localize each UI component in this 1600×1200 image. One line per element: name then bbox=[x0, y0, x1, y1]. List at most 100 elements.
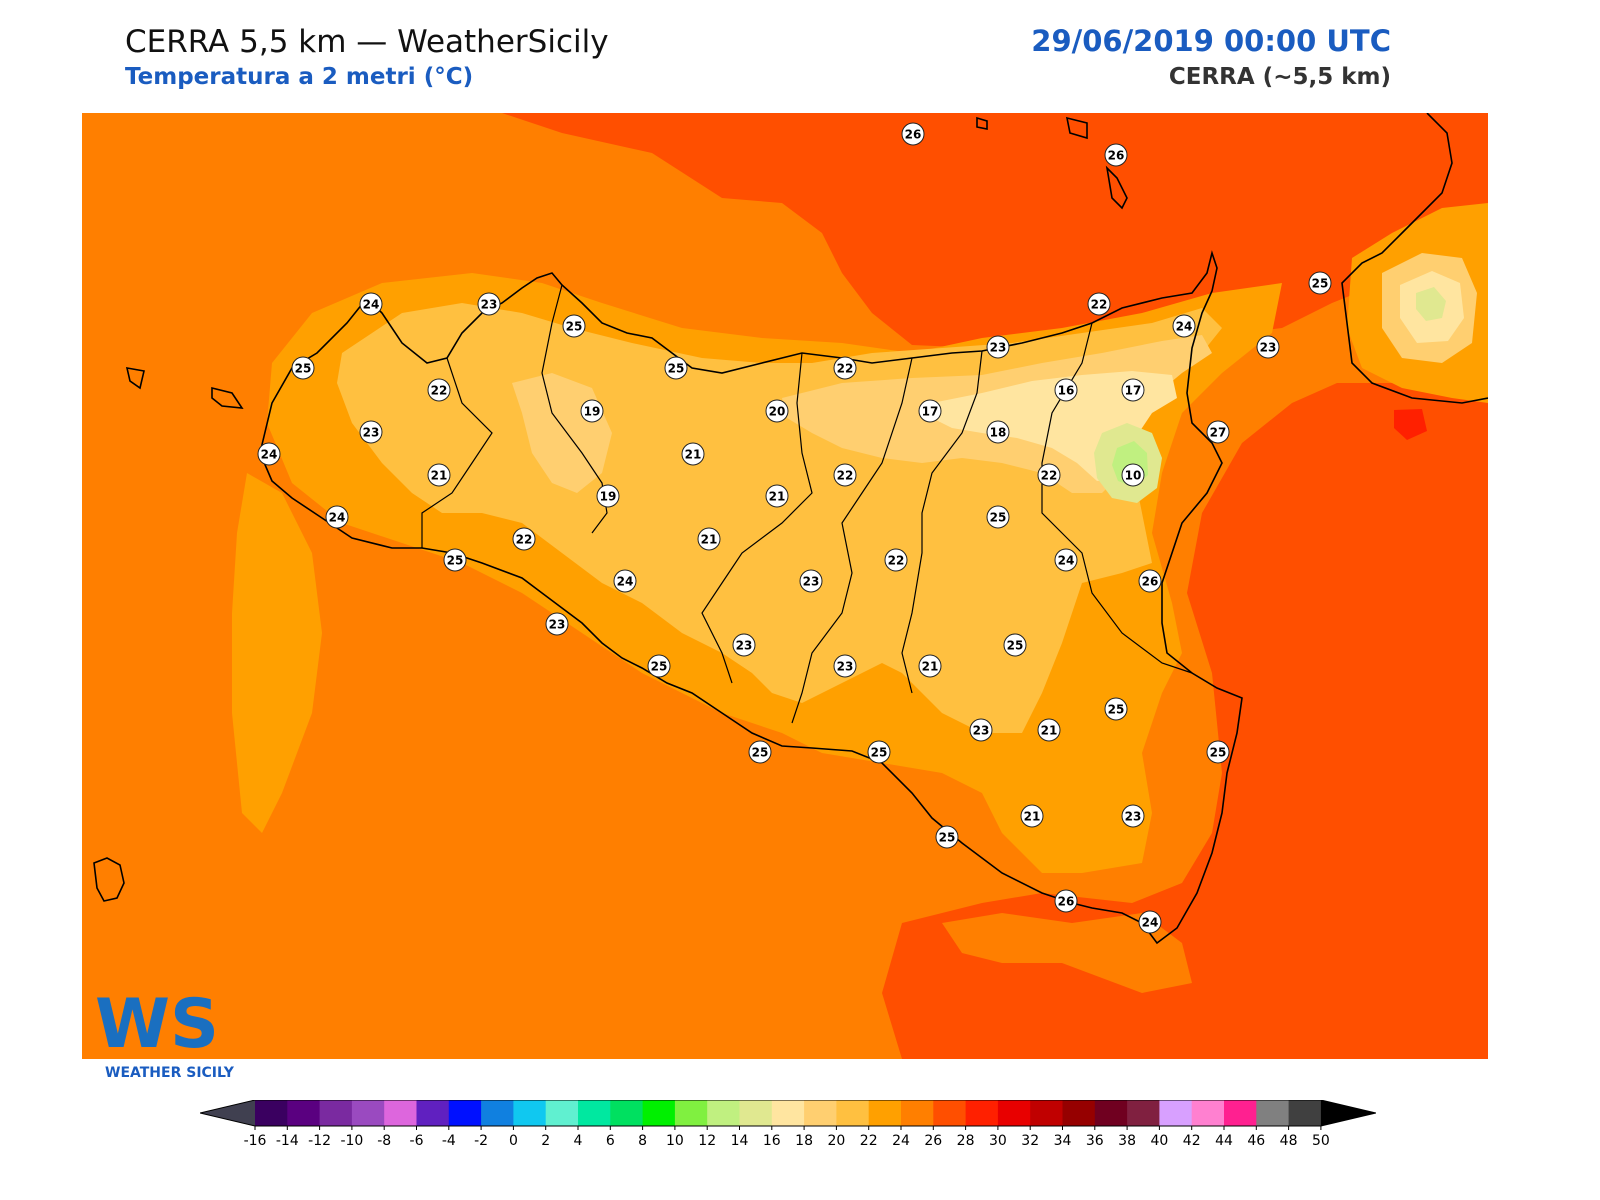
station-marker bbox=[986, 505, 1010, 529]
station-marker bbox=[613, 569, 637, 593]
station-value: 21 bbox=[431, 469, 448, 483]
station-marker bbox=[918, 399, 942, 423]
station-marker bbox=[1054, 378, 1078, 402]
colorbar-tick-label: 18 bbox=[795, 1133, 813, 1149]
station-marker bbox=[1308, 271, 1332, 295]
station-marker bbox=[681, 442, 705, 466]
station-alcamo: 23 bbox=[359, 420, 383, 444]
station-value: 25 bbox=[447, 554, 464, 568]
colorbar-tick-label: -10 bbox=[340, 1133, 363, 1149]
station-value: 21 bbox=[769, 490, 786, 504]
station-mazara: 24 bbox=[325, 505, 349, 529]
station-value: 17 bbox=[1125, 384, 1142, 398]
colorbar-under-arrow bbox=[200, 1100, 255, 1126]
station-value: 24 bbox=[1176, 320, 1193, 334]
egadi-island-2 bbox=[211, 386, 244, 409]
station-value: 24 bbox=[617, 575, 634, 589]
lipari-island bbox=[1065, 116, 1088, 140]
station-value: 21 bbox=[922, 660, 939, 674]
sea-band-west bbox=[232, 473, 322, 833]
station-marker bbox=[1206, 740, 1230, 764]
station-value: 25 bbox=[295, 362, 312, 376]
station-salemi: 21 bbox=[427, 463, 451, 487]
station-value: 24 bbox=[329, 511, 346, 525]
station-marker bbox=[580, 399, 604, 423]
station-value: 22 bbox=[516, 533, 533, 547]
station-marker bbox=[257, 442, 281, 466]
colorbar-tick-label: 2 bbox=[541, 1133, 550, 1149]
station-licata: 25 bbox=[748, 740, 772, 764]
station-marsala: 24 bbox=[257, 442, 281, 466]
station-bivona: 24 bbox=[613, 569, 637, 593]
station-value: 19 bbox=[584, 405, 601, 419]
station-gela: 25 bbox=[867, 740, 891, 764]
station-value: 26 bbox=[1108, 149, 1125, 163]
station-marker bbox=[732, 633, 756, 657]
station-niscemi: 23 bbox=[969, 718, 993, 742]
colorbar-swatch bbox=[771, 1100, 805, 1126]
station-marker bbox=[1121, 804, 1145, 828]
station-value: 22 bbox=[1091, 298, 1108, 312]
station-cefalu: 22 bbox=[833, 356, 857, 380]
colorbar-tick-label: -2 bbox=[474, 1133, 488, 1149]
colorbar-over-arrow bbox=[1320, 1100, 1376, 1126]
colorbar-tick-label: 6 bbox=[606, 1133, 615, 1149]
station-value: 23 bbox=[363, 426, 380, 440]
station-values: 26 26 24 23 25 25 22 25 19 22 20 23 22 24 25 23 23 24 21 21… bbox=[257, 122, 1332, 934]
station-marker bbox=[664, 356, 688, 380]
station-value: 21 bbox=[1024, 810, 1041, 824]
colorbar-swatch bbox=[804, 1100, 837, 1126]
pantelleria-island bbox=[93, 857, 125, 902]
colorbar-swatch bbox=[1127, 1100, 1160, 1126]
station-marker bbox=[986, 335, 1010, 359]
station-catania: 26 bbox=[1138, 569, 1162, 593]
station-value: 25 bbox=[752, 746, 769, 760]
station-adrano: 22 bbox=[1037, 463, 1061, 487]
colorbar-tick-label: 22 bbox=[860, 1133, 878, 1149]
station-value: 23 bbox=[990, 341, 1007, 355]
colorbar-tick-label: -4 bbox=[442, 1133, 456, 1149]
colorbar-swatch bbox=[513, 1100, 547, 1126]
station-marker bbox=[1121, 463, 1145, 487]
station-value: 25 bbox=[1007, 639, 1024, 653]
colorbar-tick-label: 38 bbox=[1118, 1133, 1136, 1149]
colorbar-tick-label: 20 bbox=[827, 1133, 845, 1149]
colorbar-swatch bbox=[868, 1100, 902, 1126]
colorbar-tick-label: 40 bbox=[1150, 1133, 1168, 1149]
station-marker bbox=[1256, 335, 1280, 359]
colorbar-tick-label: -6 bbox=[410, 1133, 424, 1149]
station-marker bbox=[427, 463, 451, 487]
station-marker bbox=[833, 654, 857, 678]
station-value: 21 bbox=[1041, 724, 1058, 738]
station-value: 26 bbox=[1058, 895, 1075, 909]
station-trapani: 25 bbox=[291, 356, 315, 380]
colorbar-swatch bbox=[545, 1100, 579, 1126]
sicily-coast bbox=[259, 250, 1243, 945]
colorbar-swatch bbox=[997, 1100, 1031, 1126]
station-pachino: 26 bbox=[1054, 889, 1078, 913]
station-value: 21 bbox=[685, 448, 702, 462]
station-marker bbox=[765, 484, 789, 508]
colorbar-tick-label: 12 bbox=[698, 1133, 716, 1149]
station-value: 25 bbox=[939, 831, 956, 845]
station-marker bbox=[799, 569, 823, 593]
station-marker bbox=[325, 505, 349, 529]
station-value: 10 bbox=[1125, 469, 1142, 483]
colorbar-swatch bbox=[707, 1100, 740, 1126]
colorbar-tick-label: -8 bbox=[377, 1133, 391, 1149]
station-taormina-n: 23 bbox=[1256, 335, 1280, 359]
station-value: 18 bbox=[990, 426, 1007, 440]
station-mazzarino: 23 bbox=[732, 633, 756, 657]
colorbar-swatch bbox=[578, 1100, 611, 1126]
station-piazza: 23 bbox=[799, 569, 823, 593]
colorbar-swatch bbox=[1094, 1100, 1128, 1126]
station-capo-orlando: 22 bbox=[1087, 292, 1111, 316]
colorbar-swatch bbox=[642, 1100, 676, 1126]
station-paterno: 24 bbox=[1054, 548, 1078, 572]
station-value: 24 bbox=[363, 298, 380, 312]
station-marker bbox=[1037, 718, 1061, 742]
station-marker bbox=[833, 463, 857, 487]
station-canicatti: 23 bbox=[545, 612, 569, 636]
station-value: 25 bbox=[990, 511, 1007, 525]
station-corleone: 19 bbox=[580, 399, 604, 423]
